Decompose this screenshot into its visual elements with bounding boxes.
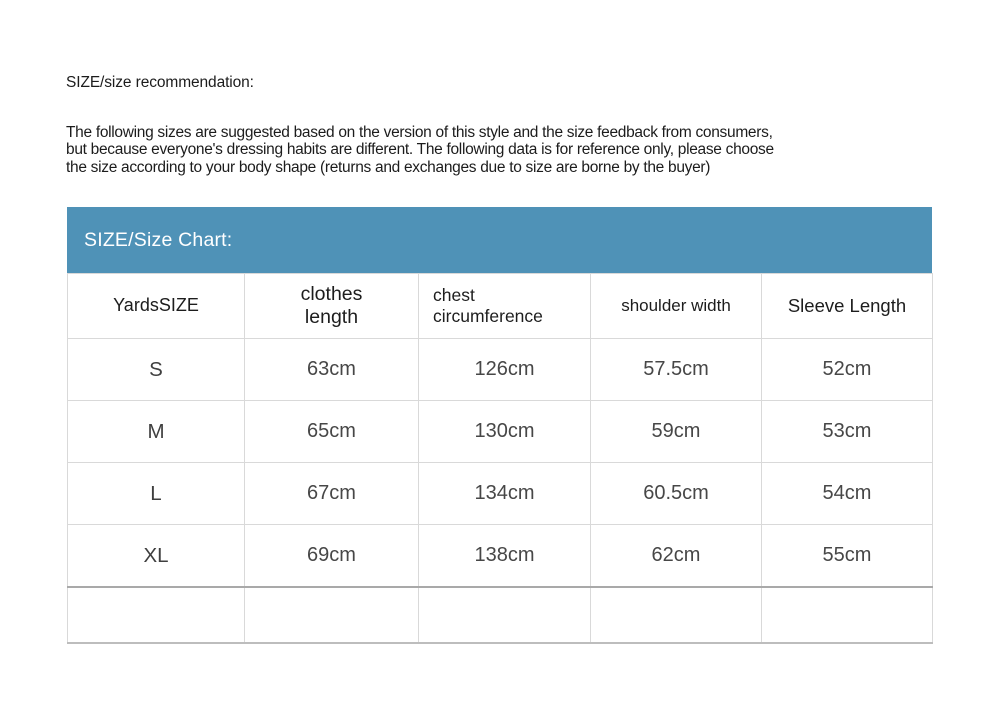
size-row-l: L 67cm 134cm 60.5cm 54cm — [67, 462, 933, 525]
table-header-row: YardsSIZE clothes length chest circumfer… — [67, 273, 933, 339]
column-header-yards-size: YardsSIZE — [67, 273, 245, 339]
column-header-sleeve-length: Sleeve Length — [761, 273, 933, 339]
measurement-cell: 52cm — [761, 338, 933, 401]
measurement-cell: 62cm — [590, 524, 762, 588]
column-header-shoulder-width: shoulder width — [590, 273, 762, 339]
size-row-m: M 65cm 130cm 59cm 53cm — [67, 400, 933, 463]
size-row-s: S 63cm 126cm 57.5cm 52cm — [67, 338, 933, 401]
measurement-cell: 138cm — [418, 524, 591, 588]
empty-row — [67, 586, 933, 644]
size-disclaimer-paragraph: The following sizes are suggested based … — [66, 124, 774, 176]
size-row-xl: XL 69cm 138cm 62cm 55cm — [67, 524, 933, 588]
column-header-clothes-length: clothes length — [244, 273, 419, 339]
measurement-cell: 69cm — [244, 524, 419, 588]
size-chart-table: YardsSIZE clothes length chest circumfer… — [67, 273, 933, 644]
size-recommendation-heading: SIZE/size recommendation: — [66, 74, 254, 91]
measurement-cell: 59cm — [590, 400, 762, 463]
measurement-cell: 126cm — [418, 338, 591, 401]
measurement-cell: 54cm — [761, 462, 933, 525]
size-label-cell: M — [67, 400, 245, 463]
measurement-cell — [244, 586, 419, 644]
size-chart-title-bar: SIZE/Size Chart: — [67, 207, 932, 273]
size-label-cell — [67, 586, 245, 644]
measurement-cell: 130cm — [418, 400, 591, 463]
measurement-cell — [418, 586, 591, 644]
measurement-cell: 134cm — [418, 462, 591, 525]
measurement-cell: 55cm — [761, 524, 933, 588]
measurement-cell — [590, 586, 762, 644]
measurement-cell: 57.5cm — [590, 338, 762, 401]
measurement-cell: 63cm — [244, 338, 419, 401]
measurement-cell: 60.5cm — [590, 462, 762, 525]
size-label-cell: L — [67, 462, 245, 525]
measurement-cell: 67cm — [244, 462, 419, 525]
measurement-cell: 53cm — [761, 400, 933, 463]
size-label-cell: XL — [67, 524, 245, 588]
size-label-cell: S — [67, 338, 245, 401]
column-header-chest-circumference: chest circumference — [418, 273, 591, 339]
size-chart-title: SIZE/Size Chart: — [84, 228, 233, 251]
measurement-cell — [761, 586, 933, 644]
measurement-cell: 65cm — [244, 400, 419, 463]
